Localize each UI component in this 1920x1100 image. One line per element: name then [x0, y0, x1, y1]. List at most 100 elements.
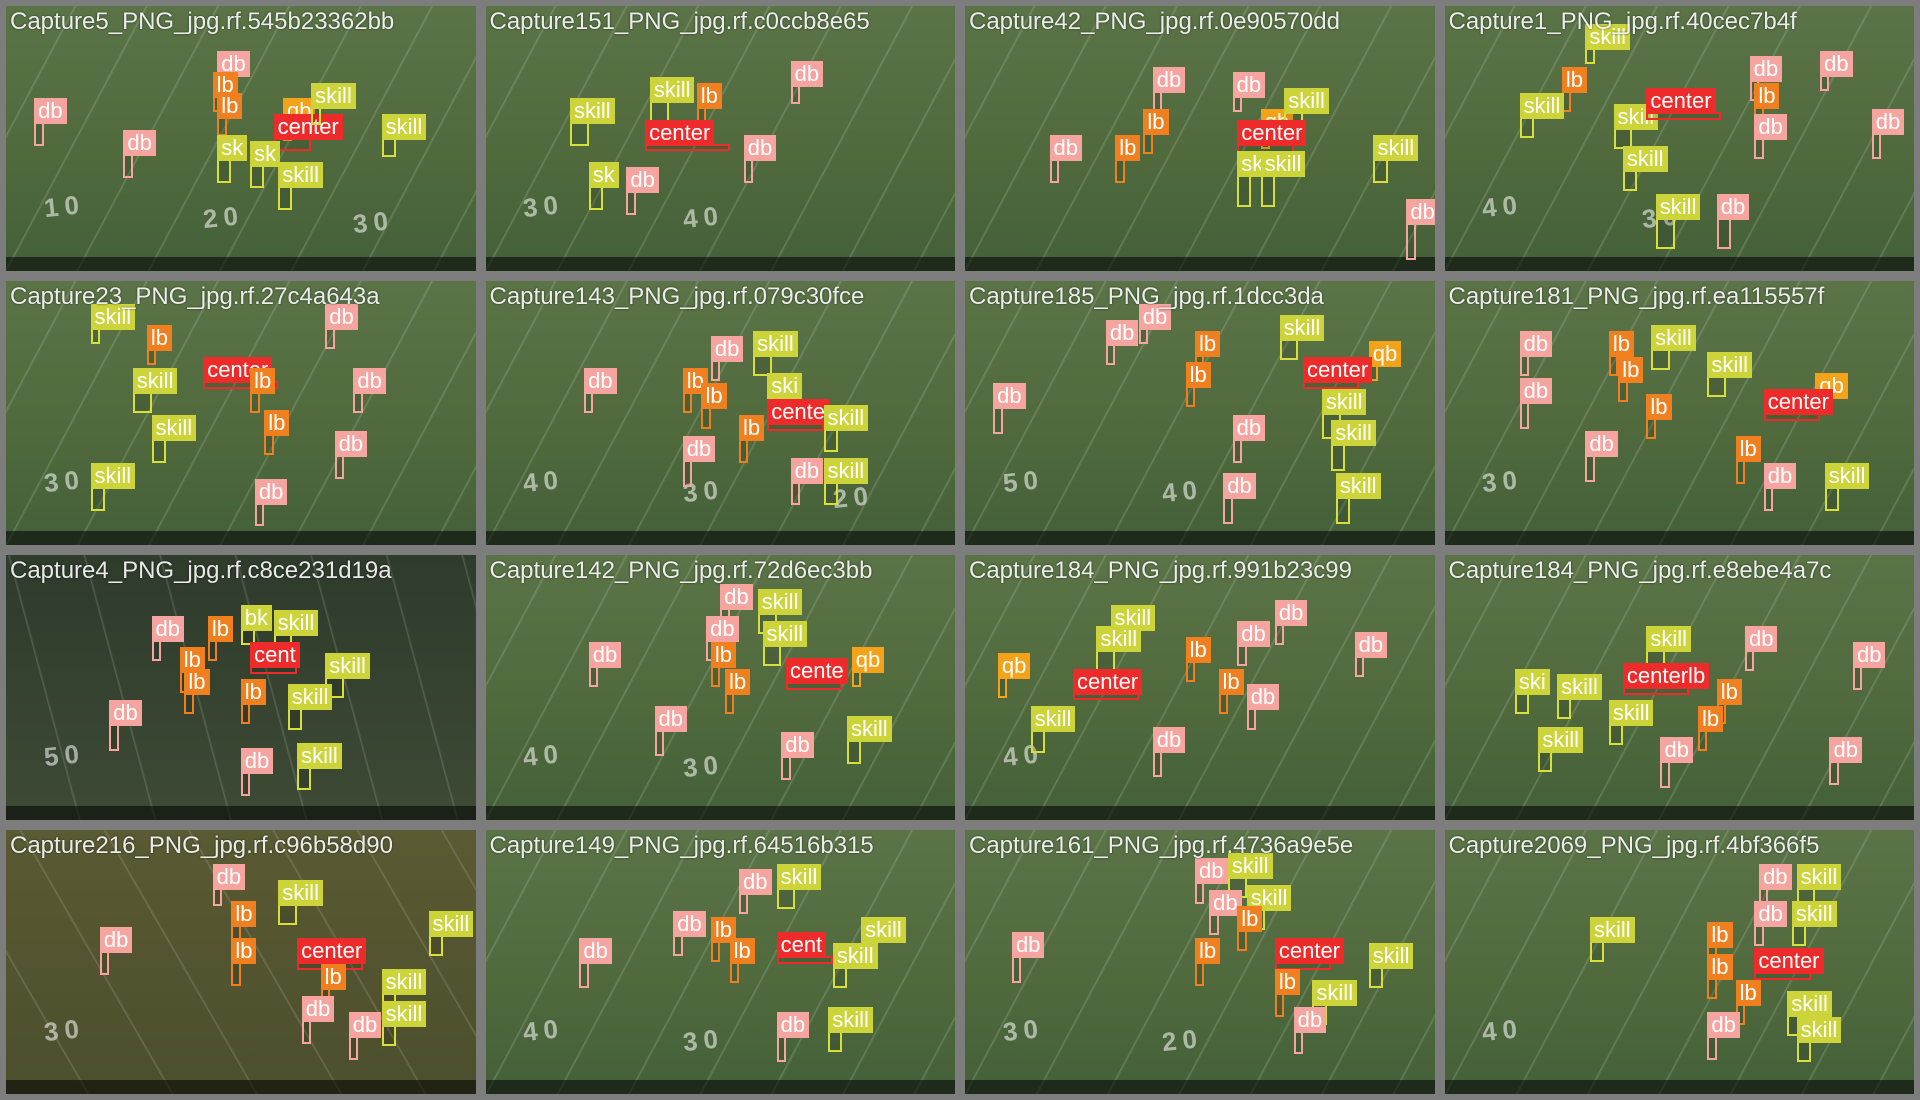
bbox-lb: lb [1185, 362, 1211, 408]
bbox-label: skill [1331, 420, 1376, 447]
bbox-lb: lb [1115, 135, 1141, 184]
image-tile: 40 db skill skill db skill lb lb center lb skill db… [1444, 829, 1914, 1094]
bbox-label: center [1754, 948, 1824, 975]
bbox-skill: skill [1651, 325, 1696, 371]
bbox-label: lb [320, 964, 346, 991]
bbox-skill: skill [1335, 473, 1381, 524]
video-scrub-bar [965, 256, 1435, 271]
field-image [965, 6, 1435, 271]
bbox-center: cente [785, 657, 848, 690]
bbox-label: lb [1646, 394, 1672, 421]
bbox-label: db [325, 304, 358, 331]
bbox-label: skill [1651, 325, 1696, 352]
bbox-db: db [1660, 737, 1693, 788]
bbox-label: lb [240, 679, 266, 706]
bbox-skill: skill [570, 98, 615, 147]
bbox-label: db [654, 705, 687, 732]
bbox-db: db [1754, 114, 1787, 160]
bbox-db: db [1871, 108, 1905, 160]
image-tile: 50 40 db db lb skill lb qb center db skill db skill d… [965, 280, 1435, 545]
bbox-db: db [353, 367, 386, 413]
bbox-label: skill [1557, 673, 1602, 700]
bbox-center: cente [767, 399, 830, 432]
bbox-db: db [1763, 462, 1797, 511]
bbox-skill: skill [1373, 135, 1419, 184]
bbox-label: skill [1368, 943, 1414, 970]
bbox-label: skill [1519, 93, 1565, 120]
field-image [485, 6, 955, 271]
bbox-label: skill [278, 161, 323, 188]
bbox-label: skill [1335, 473, 1381, 500]
image-filename: Capture184_PNG_jpg.rf.e8ebe4a7c [1448, 557, 1832, 584]
image-tile: 30 skill db lb skill center lb db lb skill db skill… [6, 280, 476, 545]
bbox-label: lb [1237, 906, 1263, 932]
bbox-label: db [710, 335, 744, 362]
bbox-skill: skill [1622, 145, 1668, 192]
bbox-label: center [645, 119, 715, 146]
bbox-label: center [297, 937, 367, 964]
bbox-label: db [1223, 473, 1256, 500]
bbox-lb: lb [1735, 980, 1761, 1026]
bbox-skill: skill [311, 82, 356, 125]
bbox-label: db [353, 367, 386, 394]
bbox-skill: skill [823, 404, 869, 453]
bbox-label: skill [428, 911, 474, 938]
bbox-skill: skill [1655, 193, 1701, 250]
bbox-label: db [1519, 330, 1553, 357]
bbox-label: db [240, 747, 274, 774]
yard-number: 40 [1480, 189, 1525, 224]
bbox-label: lb [1618, 357, 1644, 383]
bbox-label: db [1754, 114, 1787, 141]
bbox-skill: skill [297, 742, 342, 791]
bbox-lb: lb [710, 642, 736, 688]
bbox-db: db [1759, 863, 1792, 904]
bbox-db: db [1011, 932, 1045, 983]
bbox-label: db [301, 995, 335, 1022]
bbox-lb: lb [1707, 953, 1733, 999]
bbox-label: db [1754, 900, 1787, 927]
bbox-skill: skill [1237, 151, 1282, 207]
bbox-center: center [645, 119, 730, 152]
bbox-db: db [254, 478, 288, 527]
bbox-lb: lb [1735, 436, 1761, 485]
bbox-skill: skill [1279, 314, 1325, 360]
bbox-center: center [1237, 119, 1307, 155]
bbox-label: skill [90, 462, 136, 489]
image-filename: Capture42_PNG_jpg.rf.0e90570dd [969, 8, 1340, 35]
bbox-lb: lb [1218, 668, 1244, 714]
bbox-label: db [151, 615, 185, 642]
bbox-db: db [1585, 431, 1618, 482]
image-tile: skill db db ski skill centerlb lb skill lb skill d… [1444, 555, 1914, 820]
bbox-lb: lb [710, 916, 736, 962]
field-image [485, 280, 955, 545]
bbox-label: skill [1030, 705, 1076, 732]
bbox-skill: skill [1608, 700, 1654, 746]
bbox-db: db [34, 98, 67, 147]
bbox-label: cent [250, 642, 300, 669]
bbox-label: lb [1561, 66, 1587, 93]
bbox-skill: skill [1646, 626, 1692, 667]
yard-number: 40 [521, 738, 566, 773]
bbox-lb: lb [1185, 636, 1211, 682]
bbox-center: center [1763, 388, 1833, 421]
bbox-label: db [1049, 135, 1082, 162]
yard-number: 30 [42, 1012, 86, 1047]
bbox-label: db [739, 868, 772, 895]
bbox-db: db [1209, 890, 1242, 936]
bbox-db: db [240, 747, 274, 796]
bbox-center: center [1072, 668, 1143, 701]
video-scrub-bar [1444, 805, 1914, 820]
video-scrub-bar [965, 1080, 1435, 1094]
bbox-db: db [781, 732, 814, 780]
bbox-skill: skill [753, 330, 798, 376]
yard-number: 20 [1160, 1023, 1205, 1058]
yard-number: 50 [42, 738, 86, 773]
bbox-lb: lb [231, 937, 257, 986]
bbox-skill: skill [1585, 24, 1631, 65]
bbox-lb: lb [682, 367, 708, 413]
bbox-lb: lb [1237, 906, 1263, 952]
image-tile: 40 skill db skill db db lb qb center lb db skill db C… [965, 555, 1435, 820]
bbox-label: lb [1707, 953, 1733, 980]
bbox-label: lb [739, 415, 765, 442]
bbox-label: db [743, 135, 777, 162]
